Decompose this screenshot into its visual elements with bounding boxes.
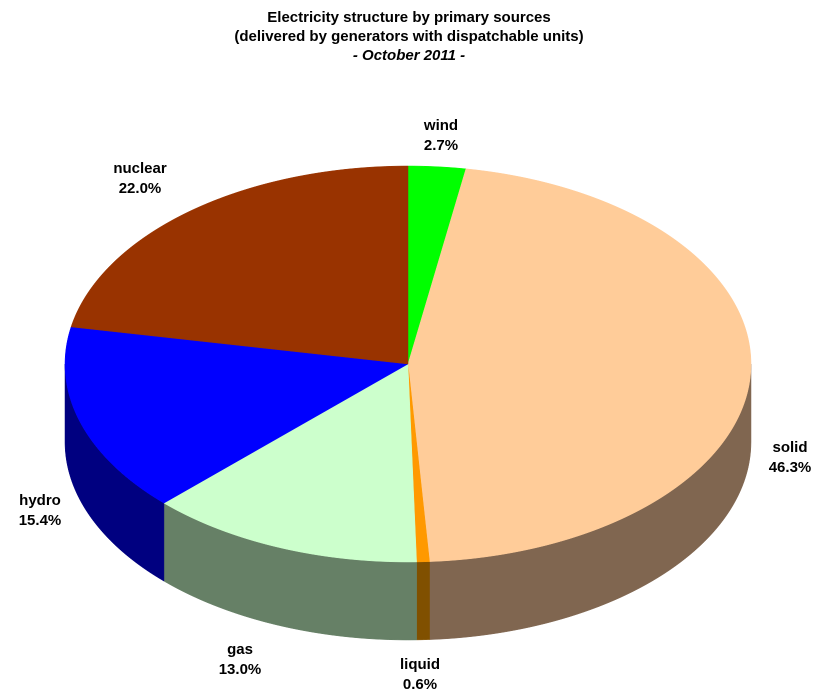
pie-sides xyxy=(64,363,752,641)
slice-value-solid: 46.3% xyxy=(769,459,812,476)
slice-label-solid: solid xyxy=(772,439,807,456)
pie-tops xyxy=(64,165,752,563)
pie-side-liquid xyxy=(416,561,430,641)
pie-slice-hydro xyxy=(64,326,409,504)
pie-slice-gas xyxy=(163,363,417,563)
slice-value-nuclear: 22.0% xyxy=(119,180,162,197)
slice-value-wind: 2.7% xyxy=(424,137,458,154)
chart-title-line-3: - October 2011 - xyxy=(352,47,466,64)
chart-title-line-1: Electricity structure by primary sources xyxy=(267,9,551,26)
slice-value-liquid: 0.6% xyxy=(403,676,437,693)
slice-label-hydro: hydro xyxy=(19,492,61,509)
pie-slice-liquid xyxy=(407,363,430,563)
slice-label-gas: gas xyxy=(227,641,253,658)
chart-title-line-2: (delivered by generators with dispatchab… xyxy=(234,28,584,45)
slice-value-gas: 13.0% xyxy=(219,661,262,678)
slice-value-hydro: 15.4% xyxy=(19,512,62,529)
slice-label-wind: wind xyxy=(423,117,458,134)
slice-label-liquid: liquid xyxy=(400,656,440,673)
pie-labels: wind 2.7% solid 46.3% liquid 0.6% gas 13.0% hydr… xyxy=(19,117,812,693)
pie-slice-solid xyxy=(407,168,752,562)
pie-slice-nuclear xyxy=(70,165,409,365)
slice-label-nuclear: nuclear xyxy=(113,160,167,177)
